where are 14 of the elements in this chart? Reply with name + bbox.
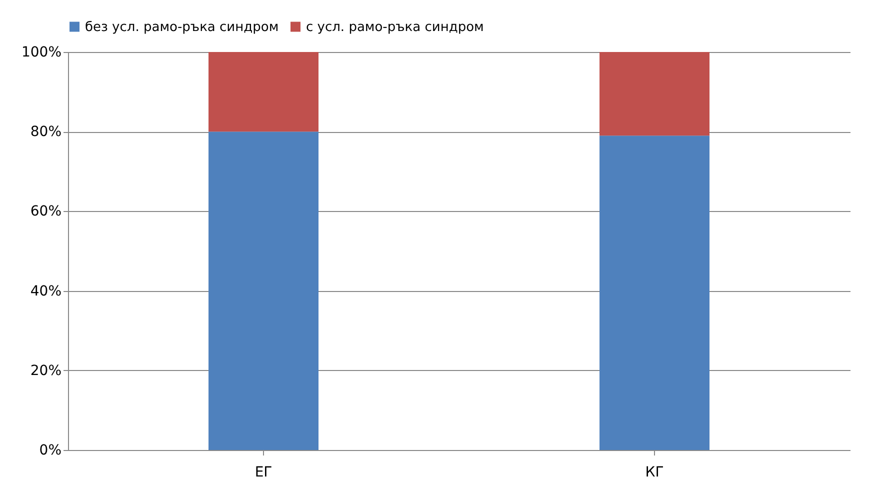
y-tick-label: 100% — [21, 44, 62, 60]
x-tick-label: КГ — [645, 464, 664, 480]
bar — [600, 52, 710, 136]
legend-label: с усл. рамо-ръка синдром — [306, 20, 484, 35]
y-tick-label: 80% — [30, 124, 62, 140]
bar — [600, 136, 710, 450]
y-tick-label: 40% — [30, 283, 62, 300]
y-tick-label: 20% — [30, 362, 62, 379]
y-tick-label: 0% — [39, 442, 62, 458]
y-tick-label: 60% — [30, 204, 62, 220]
legend-label: без усл. рамо-ръка синдром — [85, 20, 279, 35]
bar — [208, 52, 318, 132]
x-tick-label: ЕГ — [254, 464, 272, 480]
bar — [208, 132, 318, 450]
